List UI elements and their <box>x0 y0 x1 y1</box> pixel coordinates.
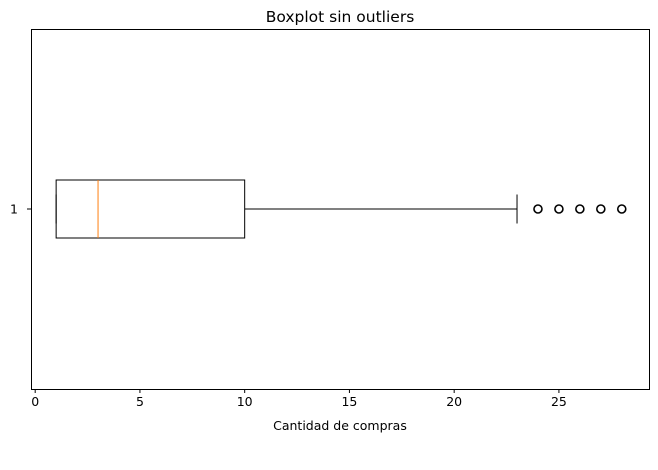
x-axis-label: Cantidad de compras <box>273 418 407 433</box>
flier-point <box>554 204 564 214</box>
x-tick-label: 15 <box>341 394 357 409</box>
flier-point <box>616 204 627 214</box>
x-tick-label: 25 <box>551 394 567 409</box>
x-tick-label: 20 <box>446 394 462 409</box>
box-iqr <box>55 179 246 239</box>
chart-title: Boxplot sin outliers <box>266 8 415 26</box>
flier-point <box>533 204 543 214</box>
x-tick-label: 5 <box>136 394 144 409</box>
flier-point <box>596 204 606 214</box>
x-tick-label: 0 <box>31 394 39 409</box>
x-axis-ticks: 0 5 10 15 20 25 <box>31 389 567 409</box>
flier-point <box>575 204 585 214</box>
y-axis-ticks: 1 <box>10 202 31 217</box>
box-group <box>55 179 627 239</box>
y-tick-label: 1 <box>10 202 18 217</box>
plot-frame <box>31 29 650 390</box>
x-tick-label: 10 <box>237 394 253 409</box>
